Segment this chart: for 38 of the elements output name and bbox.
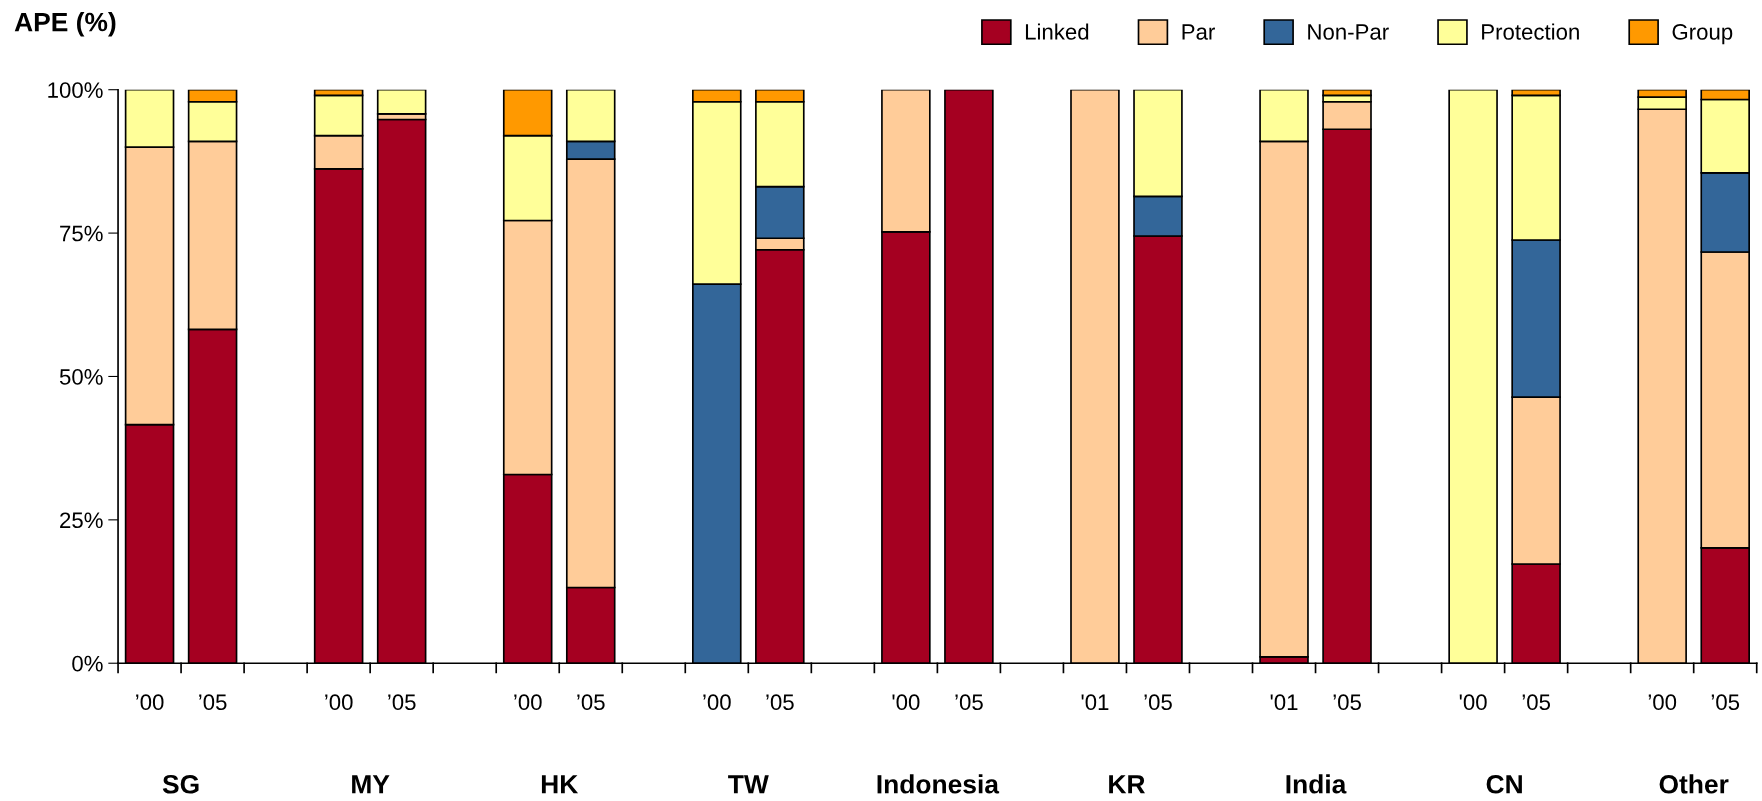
- x-tick-label: ’05: [1522, 694, 1551, 711]
- x-tick-label: '01: [1270, 694, 1298, 711]
- text: KR: [1109, 775, 1145, 794]
- x-tick-label: ’00: [703, 694, 731, 711]
- text: HK: [541, 775, 579, 794]
- x-tick-label: ’05: [199, 694, 227, 711]
- text: TW: [728, 775, 769, 794]
- legend-label: Linked: [1025, 23, 1089, 40]
- y-tick-label: 75%: [60, 225, 103, 242]
- legend-label: Group: [1672, 24, 1733, 45]
- x-tick-label: ’05: [1711, 694, 1740, 711]
- text: India: [1286, 774, 1347, 794]
- chart-title: APE (%): [14, 12, 116, 37]
- legend-label: Par: [1182, 24, 1215, 40]
- text: Other: [1659, 774, 1729, 794]
- y-tick-label: 50%: [59, 369, 103, 385]
- text: Indonesia: [877, 774, 1000, 794]
- legend-label: Protection: [1482, 23, 1579, 40]
- x-tick-label: ’00: [325, 694, 353, 711]
- x-tick-label: ’05: [766, 694, 794, 711]
- y-tick-label: 100%: [48, 82, 103, 98]
- x-tick-label: ’05: [388, 694, 416, 711]
- x-tick-label: ’05: [955, 694, 983, 711]
- legend-label: Non-Par: [1308, 24, 1389, 40]
- x-tick-label: '00: [1459, 694, 1487, 711]
- x-tick-label: ’05: [1333, 694, 1361, 711]
- y-tick-label: 0%: [72, 655, 103, 672]
- x-tick-label: ’00: [1648, 694, 1677, 711]
- x-tick-label: '01: [1081, 694, 1109, 711]
- x-tick-label: ’00: [136, 694, 164, 711]
- x-tick-label: ’05: [577, 694, 605, 711]
- text: SG: [162, 774, 199, 794]
- text: MY: [352, 775, 390, 794]
- x-tick-label: ’05: [1144, 694, 1172, 711]
- y-tick-label: 25%: [60, 512, 103, 529]
- x-tick-label: '00: [892, 694, 920, 711]
- x-tick-label: ’00: [514, 694, 542, 711]
- text: CN: [1486, 774, 1522, 794]
